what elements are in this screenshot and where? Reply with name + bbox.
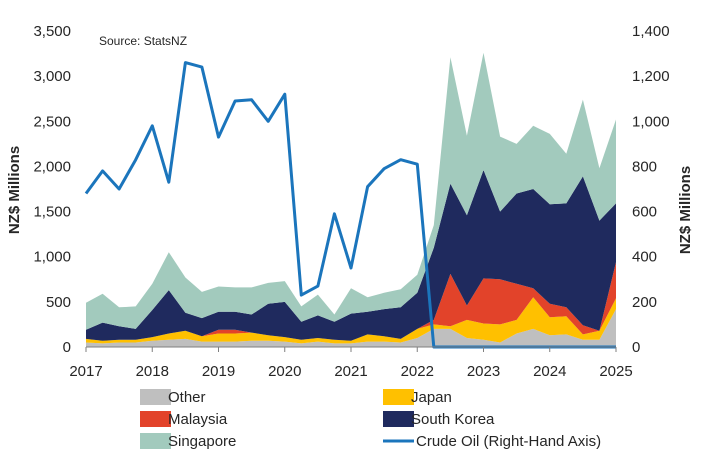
right-tick-label: 800 [632, 158, 657, 175]
legend: Other Japan Malaysia South Korea Singapore Cr… [140, 389, 601, 450]
left-tick-label: 2,500 [33, 113, 71, 130]
left-tick-label: 500 [46, 294, 71, 311]
area-japan [86, 297, 616, 344]
left-axis-ticks: 0 500 1,000 1,500 2,000 2,500 3,000 3,500 [33, 23, 71, 356]
x-tick-label: 2024 [533, 363, 566, 380]
right-tick-label: 1,400 [632, 23, 670, 40]
left-tick-label: 3,500 [33, 23, 71, 40]
left-tick-label: 0 [63, 339, 71, 356]
right-tick-label: 600 [632, 204, 657, 221]
legend-label-malaysia: Malaysia [168, 411, 228, 428]
legend-swatch-south-korea [383, 411, 414, 427]
area-singapore [86, 52, 616, 330]
x-tick-label: 2018 [136, 363, 169, 380]
x-tick-label: 2023 [467, 363, 500, 380]
legend-label-south-korea: South Korea [411, 411, 495, 428]
right-tick-label: 400 [632, 249, 657, 266]
x-axis-ticks: 2017 2018 2019 2020 2021 2022 2023 2024 2025 [69, 347, 633, 380]
area-malaysia [86, 262, 616, 341]
x-tick-label: 2021 [334, 363, 367, 380]
left-axis-title: NZ$ Millions [6, 146, 23, 234]
right-tick-label: 1,200 [632, 68, 670, 85]
area-south-korea [86, 170, 616, 341]
legend-swatch-other [140, 389, 171, 405]
x-tick-label: 2019 [202, 363, 235, 380]
x-tick-label: 2017 [69, 363, 102, 380]
left-tick-label: 1,500 [33, 204, 71, 221]
left-tick-label: 3,000 [33, 68, 71, 85]
legend-label-japan: Japan [411, 389, 452, 406]
area-other [86, 309, 616, 347]
right-tick-label: 1,000 [632, 113, 670, 130]
right-tick-label: 200 [632, 294, 657, 311]
right-tick-label: 0 [632, 339, 640, 356]
right-axis-ticks: 0 200 400 600 800 1,000 1,200 1,400 [632, 23, 670, 356]
legend-label-other: Other [168, 389, 206, 406]
left-tick-label: 2,000 [33, 158, 71, 175]
left-tick-label: 1,000 [33, 249, 71, 266]
legend-label-singapore: Singapore [168, 433, 236, 450]
legend-label-crude-oil-right-hand-axis: Crude Oil (Right-Hand Axis) [416, 433, 601, 450]
legend-swatch-malaysia [140, 411, 171, 427]
right-axis-title: NZ$ Millions [677, 166, 694, 254]
legend-swatch-japan [383, 389, 414, 405]
x-tick-label: 2022 [401, 363, 434, 380]
x-tick-label: 2025 [599, 363, 632, 380]
source-note: Source: StatsNZ [99, 34, 187, 48]
x-tick-label: 2020 [268, 363, 301, 380]
series-areas [86, 52, 616, 347]
legend-swatch-singapore [140, 433, 171, 449]
